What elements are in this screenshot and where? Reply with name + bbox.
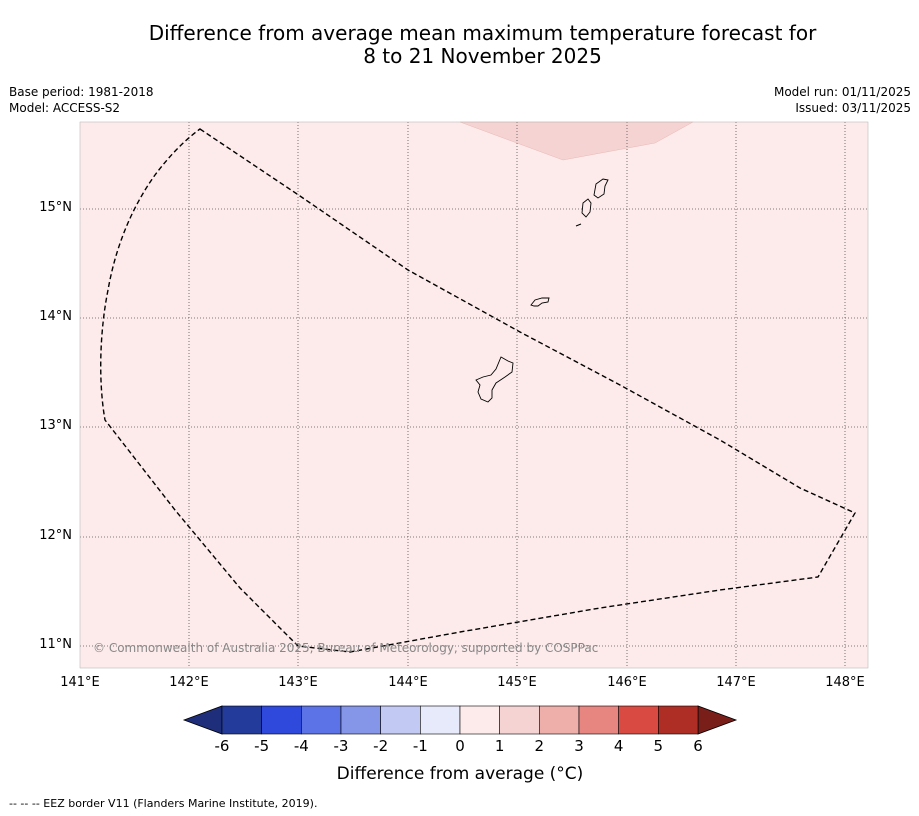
gridlines bbox=[80, 122, 868, 668]
colorbar-tick-label: 4 bbox=[613, 737, 624, 755]
island-saipan bbox=[593, 178, 609, 199]
colorbar-swatch bbox=[658, 705, 699, 735]
base-period: Base period: 1981-2018 bbox=[9, 85, 154, 99]
colorbar-over-triangle bbox=[697, 705, 738, 735]
colorbar-swatch bbox=[340, 705, 381, 735]
colorbar-swatch bbox=[578, 705, 619, 735]
island-aguijan bbox=[575, 223, 582, 227]
copyright-notice: © Commonwealth of Australia 2025, Bureau… bbox=[93, 641, 599, 655]
lat-label-12: 12°N bbox=[39, 528, 72, 543]
lon-label-144: 144°E bbox=[388, 675, 428, 690]
island-rota bbox=[530, 297, 550, 307]
map-frame bbox=[79, 121, 869, 669]
lon-label-148: 148°E bbox=[825, 675, 865, 690]
colorbar-swatch bbox=[261, 705, 302, 735]
colorbar-swatch bbox=[221, 705, 262, 735]
colorbar-tick-label: -4 bbox=[293, 737, 309, 755]
colorbar-title: Difference from average (°C) bbox=[336, 764, 584, 784]
colorbar-tick-label: -3 bbox=[333, 737, 349, 755]
chart-title: Difference from average mean maximum tem… bbox=[70, 22, 895, 68]
lat-label-11: 11°N bbox=[39, 637, 72, 652]
title-line-1: Difference from average mean maximum tem… bbox=[148, 21, 817, 45]
meta-left: Base period: 1981-2018 Model: ACCESS-S2 bbox=[9, 84, 154, 116]
model-name: Model: ACCESS-S2 bbox=[9, 101, 121, 115]
issued-date: Issued: 03/11/2025 bbox=[795, 101, 911, 115]
colorbar-tick-label: -6 bbox=[214, 737, 230, 755]
lat-label-14: 14°N bbox=[39, 309, 72, 324]
colorbar-tick-label: -5 bbox=[254, 737, 270, 755]
colorbar-tick-label: 1 bbox=[494, 737, 505, 755]
colorbar bbox=[182, 705, 738, 735]
colorbar-tick-label: 3 bbox=[574, 737, 584, 755]
meta-right: Model run: 01/11/2025 Issued: 03/11/2025 bbox=[774, 84, 911, 116]
map-background bbox=[80, 122, 868, 668]
title-line-2: 8 to 21 November 2025 bbox=[363, 44, 602, 68]
colorbar-swatch bbox=[499, 705, 540, 735]
colorbar-swatch bbox=[618, 705, 659, 735]
colorbar-tick-label: 5 bbox=[653, 737, 664, 755]
colorbar-tick-label: 2 bbox=[534, 737, 545, 755]
eez-legend-footer: -- -- -- EEZ border V11 (Flanders Marine… bbox=[9, 797, 318, 810]
lon-label-142: 142°E bbox=[169, 675, 209, 690]
lon-label-141: 141°E bbox=[60, 675, 100, 690]
lat-label-13: 13°N bbox=[39, 418, 72, 433]
model-run: Model run: 01/11/2025 bbox=[773, 85, 911, 99]
colorbar-tick-label: -1 bbox=[412, 737, 428, 755]
island-tinian bbox=[581, 198, 592, 218]
colorbar-swatch bbox=[380, 705, 421, 735]
lat-label-15: 15°N bbox=[39, 200, 72, 215]
lon-label-143: 143°E bbox=[278, 675, 318, 690]
colorbar-swatch bbox=[539, 705, 580, 735]
lon-label-146: 146°E bbox=[607, 675, 647, 690]
colorbar-swatch bbox=[459, 705, 500, 735]
colorbar-tick-label: 6 bbox=[693, 737, 703, 755]
colorbar-under-triangle bbox=[182, 705, 223, 735]
lon-label-147: 147°E bbox=[716, 675, 756, 690]
colorbar-swatch bbox=[420, 705, 461, 735]
lon-label-145: 145°E bbox=[497, 675, 537, 690]
island-guam bbox=[475, 356, 514, 403]
colorbar-tick-label: 0 bbox=[455, 737, 465, 755]
colorbar-tick-label: -2 bbox=[373, 737, 389, 755]
colorbar-swatch bbox=[301, 705, 342, 735]
eez-border bbox=[100, 128, 856, 653]
